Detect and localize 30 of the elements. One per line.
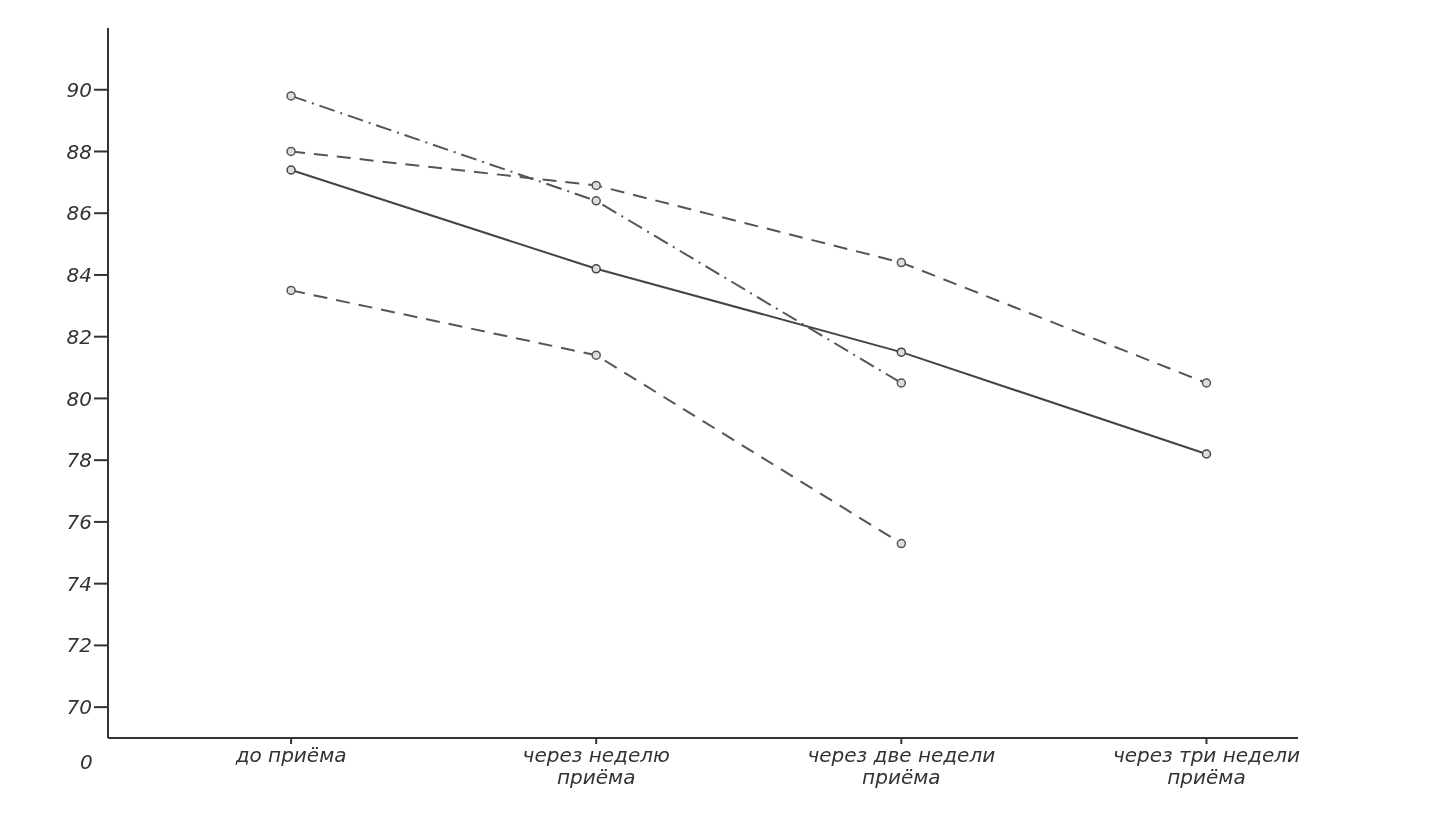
point [286,146,296,157]
point [286,285,296,296]
y-tick-label: 88 [66,139,92,164]
point [1201,378,1212,388]
y-tick-label: 70 [66,695,92,720]
y-tick-label: 80 [66,386,92,411]
y-tick-label: 82 [66,324,92,349]
point [896,378,907,388]
point [591,350,601,360]
y-tick-label: 90 [66,77,92,102]
point [896,257,907,268]
point [286,165,296,175]
y-tick-label: 76 [66,510,92,535]
y-tick-label: 78 [66,448,92,473]
point [591,196,601,206]
y-tick-label: 86 [66,201,92,226]
point [286,91,296,101]
x-tick-label: через две недели приёма [807,743,996,789]
text: 0 [80,750,93,774]
point [896,347,907,357]
x-tick-label: до приёма [234,743,347,767]
y-tick-label: 84 [66,263,92,288]
point [591,180,601,191]
point [591,264,601,274]
point [1201,449,1212,459]
x-tick-label: через неделю приёма [522,743,670,789]
y-tick-label: 74 [66,571,92,596]
point [896,538,907,549]
x-tick-label: через три недели приёма [1112,743,1301,789]
y-tick-label: 72 [66,633,92,658]
